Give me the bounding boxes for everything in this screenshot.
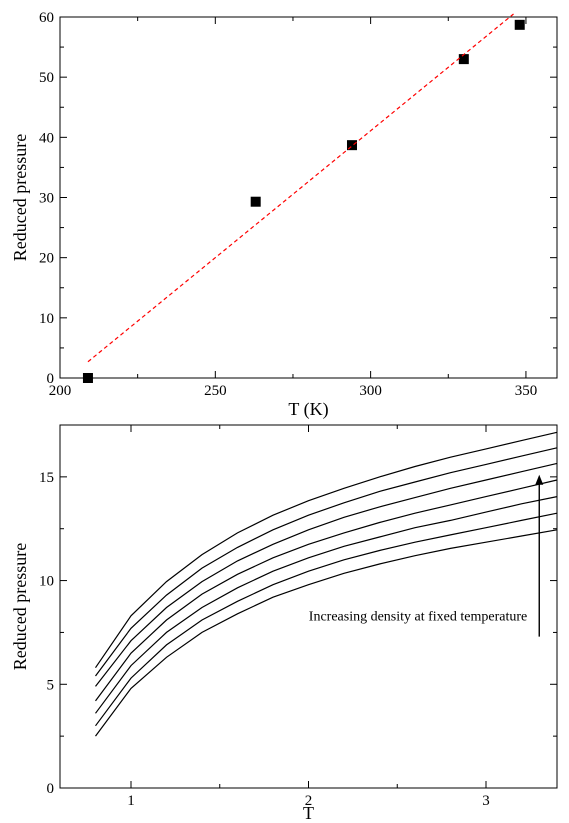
x-tick-label: 3 bbox=[482, 793, 490, 809]
y-tick-label: 5 bbox=[47, 677, 55, 693]
data-point bbox=[250, 196, 261, 207]
x-tick-label: 350 bbox=[515, 383, 538, 399]
x-axis-title: T bbox=[303, 803, 314, 823]
plot-frame bbox=[59, 16, 558, 379]
density-arrow-head bbox=[535, 474, 544, 485]
x-tick-label: 250 bbox=[204, 383, 227, 399]
density-annotation: Increasing density at fixed temperature bbox=[309, 610, 527, 625]
y-tick-label: 0 bbox=[47, 371, 55, 387]
x-tick-label: 1 bbox=[127, 793, 135, 809]
x-axis-title: T (K) bbox=[288, 399, 328, 420]
data-point bbox=[458, 54, 469, 65]
y-tick-label: 0 bbox=[47, 781, 55, 797]
isochore-line bbox=[95, 462, 558, 687]
data-point bbox=[346, 140, 357, 151]
y-tick-label: 60 bbox=[39, 10, 54, 26]
isochore-line bbox=[95, 431, 558, 669]
y-tick-label: 10 bbox=[39, 574, 54, 590]
isochore-line bbox=[95, 447, 558, 677]
y-tick-label: 40 bbox=[39, 130, 54, 146]
y-tick-label: 15 bbox=[39, 470, 54, 486]
isochore-line bbox=[95, 479, 558, 702]
y-tick-label: 50 bbox=[39, 70, 54, 86]
y-axis-title: Reduced pressure bbox=[10, 134, 30, 261]
y-tick-label: 30 bbox=[39, 191, 54, 207]
data-point bbox=[514, 19, 525, 30]
fit-line bbox=[87, 13, 514, 363]
isochore-line bbox=[95, 529, 558, 737]
isochore-line bbox=[95, 512, 558, 727]
y-tick-label: 10 bbox=[39, 311, 54, 327]
y-tick-label: 20 bbox=[39, 251, 54, 267]
plot-frame bbox=[59, 424, 558, 789]
isochore-line bbox=[95, 496, 558, 714]
data-point bbox=[82, 373, 93, 383]
pressure-vs-temperature-panel: 200 250 300 350 0 10 20 30 40 50 60 T (K) Reduced pr… bbox=[10, 10, 558, 420]
y-axis-title: Reduced pressure bbox=[10, 543, 30, 670]
x-tick-label: 300 bbox=[359, 383, 382, 399]
x-tick-label: 200 bbox=[49, 383, 72, 399]
x-tick-label: 2 bbox=[305, 793, 313, 809]
pressure-isochores-panel: 1 2 3 0 5 10 15 T Reduced pressure Increasing den… bbox=[10, 424, 558, 823]
